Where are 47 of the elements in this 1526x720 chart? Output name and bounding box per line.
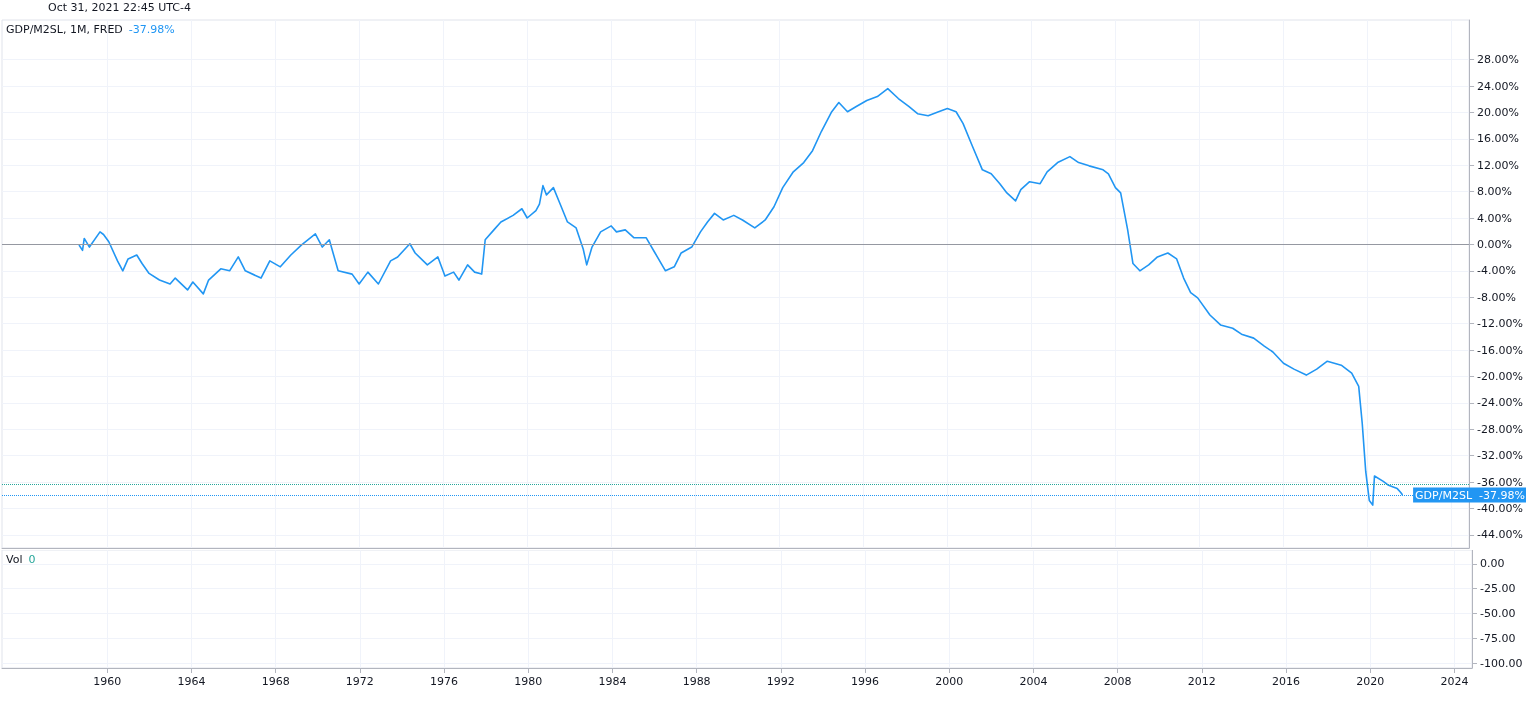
y-tick-label: -44.00% [1477,528,1524,542]
x-tick-label: 1972 [345,675,374,688]
annotation: -37.98% [128,23,175,36]
annotation: 0 [28,553,36,566]
y-tick-label: -100.00 [1480,656,1523,670]
y-tick-label: -20.00% [1477,369,1524,383]
y-tick-label: 20.00% [1477,105,1520,119]
y-tick-label: 16.00% [1477,132,1520,146]
x-tick-label: 1996 [851,675,880,688]
y-tick-label: -8.00% [1477,290,1517,304]
x-tick-label: 2020 [1356,675,1385,688]
x-tick-label: 1984 [598,675,627,688]
x-tick-label: 1992 [766,675,795,688]
y-tick-label: 12.00% [1477,158,1520,172]
chart-title: GDP/M2SL, 1M, FRED [6,23,123,36]
x-tick-label: 1960 [93,675,122,688]
x-tick-label: 1988 [682,675,711,688]
y-tick-label: -40.00% [1477,501,1524,515]
y-tick-label: -75.00 [1480,631,1516,645]
x-tick-label: 2008 [1103,675,1132,688]
y-tick-label: 8.00% [1477,185,1513,199]
y-tick-label: -4.00% [1477,264,1517,278]
y-tick-label: -16.00% [1477,343,1524,357]
x-tick-label: 2000 [935,675,964,688]
y-tick-label: 0.00% [1477,237,1513,251]
x-tick-label: 1980 [514,675,543,688]
y-tick-label: -50.00 [1480,606,1516,620]
y-tick-label: -32.00% [1477,449,1524,463]
chart-title: Vol [6,553,23,566]
y-tick-label: -36.00% [1477,475,1524,489]
x-tick-label: 1976 [430,675,459,688]
x-tick-label: 2004 [1019,675,1048,688]
x-tick-label: 2024 [1440,675,1469,688]
ref-line-label: GDP/M2SL -37.98% [1415,488,1525,502]
x-tick-label: 2012 [1187,675,1216,688]
y-tick-label: -25.00 [1480,582,1516,596]
y-tick-label: 4.00% [1477,211,1513,225]
chart-subtitle: Oct 31, 2021 22:45 UTC-4 [48,1,191,14]
y-tick-label: -24.00% [1477,396,1524,410]
y-tick-label: 24.00% [1477,79,1520,93]
y-tick-label: -12.00% [1477,317,1524,331]
x-tick-label: 2016 [1272,675,1301,688]
y-tick-label: 0.00 [1480,557,1505,571]
y-tick-label: 28.00% [1477,53,1520,67]
y-tick-label: -28.00% [1477,422,1524,436]
x-tick-label: 1964 [177,675,206,688]
x-tick-label: 1968 [261,675,290,688]
